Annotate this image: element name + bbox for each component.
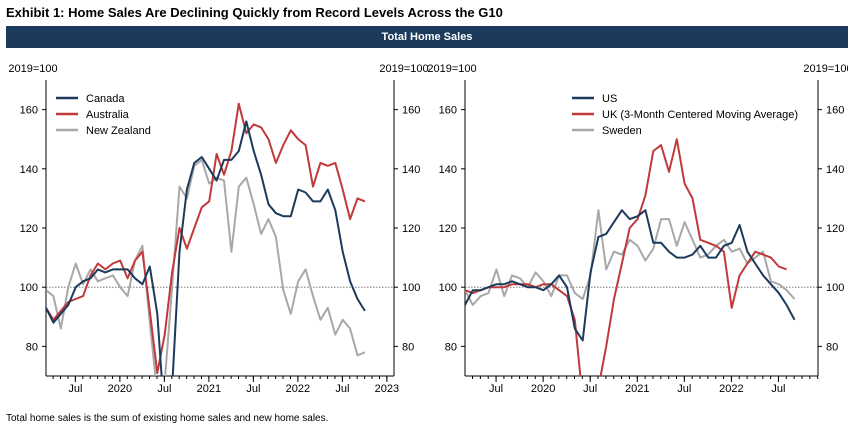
panel2-ytick-left-label: 100 — [439, 282, 457, 294]
panel1-ytick-left-label: 140 — [20, 164, 38, 176]
panel1-ytick-right-label: 80 — [402, 341, 414, 353]
panel2-ylabel-right: 2019=100 — [803, 63, 848, 75]
panel2-xtick-label: 2020 — [531, 383, 555, 395]
panel1-xtick-label: 2020 — [108, 383, 132, 395]
panel2-xtick-label: Jul — [583, 383, 597, 395]
panel1-ytick-right-label: 140 — [402, 164, 420, 176]
panel1-ytick-left-label: 120 — [20, 223, 38, 235]
panel2-xtick-label: 2021 — [625, 383, 649, 395]
panel2-xtick-label: Jul — [771, 383, 785, 395]
panel1-legend-label: Australia — [86, 109, 130, 121]
panel1-legend-label: New Zealand — [86, 125, 151, 137]
panel2-ytick-right-label: 140 — [826, 164, 844, 176]
panel2-legend-label: Sweden — [602, 125, 642, 137]
panel1-ytick-left-label: 160 — [20, 105, 38, 117]
panel2-ytick-right-label: 160 — [826, 105, 844, 117]
panel1-xtick-label: Jul — [157, 383, 171, 395]
panel2-ytick-left-label: 140 — [439, 164, 457, 176]
panel2-series-line-us — [465, 209, 796, 342]
footnote: Total home sales is the sum of existing … — [6, 413, 329, 424]
panel2-series-line-sweden — [465, 209, 796, 306]
panel2-legend-label: US — [602, 93, 617, 105]
panel2-ytick-left-label: 120 — [439, 223, 457, 235]
panel2-ytick-right-label: 80 — [826, 341, 838, 353]
panel2-ylabel-left: 2019=100 — [427, 63, 476, 75]
panel1-xtick-label: 2022 — [286, 383, 310, 395]
panel2-xtick-label: Jul — [489, 383, 503, 395]
panel2-ytick-left-label: 160 — [439, 105, 457, 117]
panel1-xtick-label: Jul — [246, 383, 260, 395]
panel1-xtick-label: Jul — [68, 383, 82, 395]
panel1-ytick-left-label: 80 — [26, 341, 38, 353]
panel2-xtick-label: Jul — [677, 383, 691, 395]
panel2-ytick-left-label: 80 — [445, 341, 457, 353]
panel1-xtick-label: 2023 — [375, 383, 399, 395]
panel1-xtick-label: 2021 — [197, 383, 221, 395]
panel1-ylabel-left: 2019=100 — [8, 63, 57, 75]
panel2-legend-label: UK (3-Month Centered Moving Average) — [602, 109, 798, 121]
panel1-ytick-right-label: 100 — [402, 282, 420, 294]
banner-title: Total Home Sales — [6, 26, 848, 48]
panel1-xtick-label: Jul — [335, 383, 349, 395]
panel2-ytick-right-label: 120 — [826, 223, 844, 235]
panel1-ytick-right-label: 160 — [402, 105, 420, 117]
panel1-series-line-new-zealand — [46, 158, 366, 376]
exhibit-title: Exhibit 1: Home Sales Are Declining Quic… — [6, 5, 503, 20]
panel1-series-line-canada — [46, 120, 366, 376]
panel1-ytick-right-label: 120 — [402, 223, 420, 235]
panel1-ytick-left-label: 100 — [20, 282, 38, 294]
panel2-xtick-label: 2022 — [719, 383, 743, 395]
panel1-ylabel-right: 2019=100 — [379, 63, 428, 75]
panel1-legend-label: Canada — [86, 93, 125, 105]
panel1-series-line-australia — [46, 102, 366, 374]
panel2-ytick-right-label: 100 — [826, 282, 844, 294]
